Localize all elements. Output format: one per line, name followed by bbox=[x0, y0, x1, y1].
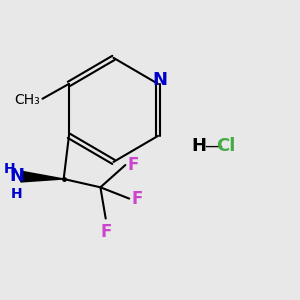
Text: F: F bbox=[131, 190, 143, 208]
Text: H: H bbox=[191, 136, 206, 154]
Text: —: — bbox=[204, 136, 222, 154]
Polygon shape bbox=[21, 171, 64, 182]
Text: H: H bbox=[11, 187, 22, 201]
Text: N: N bbox=[152, 71, 167, 89]
Text: Cl: Cl bbox=[216, 136, 236, 154]
Text: H: H bbox=[4, 162, 15, 176]
Text: F: F bbox=[128, 156, 139, 174]
Text: N: N bbox=[9, 167, 24, 185]
Text: CH₃: CH₃ bbox=[14, 93, 40, 106]
Text: F: F bbox=[100, 223, 111, 241]
